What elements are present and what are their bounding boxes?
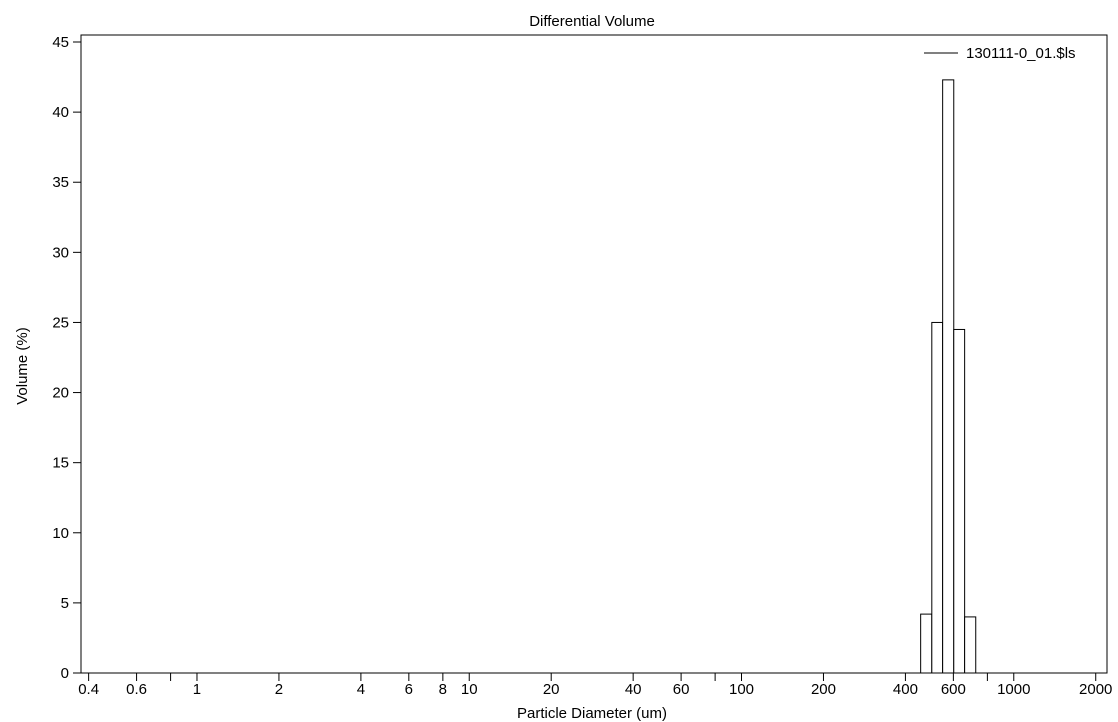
histogram-bar [920,613,933,674]
x-tick-label: 2 [275,681,283,698]
plot-area: 0 5 10 15 20 25 30 35 40 45 0.4 0.6 1 2 4 6 8 10 20 40 60 10… [52,34,1112,698]
legend: 130111-0_01.$ls [924,45,1076,62]
x-tick-label: 40 [625,681,642,698]
chart-title: Differential Volume [529,13,655,30]
histogram-bar [964,616,977,674]
x-tick-label: 1 [193,681,201,698]
y-tick-label: 20 [52,385,69,402]
y-tick-label: 10 [52,525,69,542]
y-tick-label: 35 [52,174,69,191]
x-tick-label: 4 [357,681,365,698]
histogram-bar [942,79,955,674]
x-axis: 0.4 0.6 1 2 4 6 8 10 20 40 60 100 200 400 600 1000 2000 [78,673,1112,698]
x-tick-label: 8 [439,681,447,698]
x-tick-label: 600 [941,681,966,698]
x-tick-label: 0.4 [78,681,99,698]
x-axis-label: Particle Diameter (um) [517,705,667,722]
x-tick-label: 400 [893,681,918,698]
y-tick-label: 0 [61,665,69,682]
histogram-bar [953,328,966,674]
x-tick-label: 200 [811,681,836,698]
bars [920,79,977,674]
legend-label: 130111-0_01.$ls [966,45,1076,62]
y-tick-label: 15 [52,455,69,472]
y-tick-label: 30 [52,244,69,261]
x-tick-label: 0.6 [126,681,147,698]
x-tick-label: 2000 [1079,681,1112,698]
y-tick-label: 45 [52,34,69,51]
y-tick-label: 5 [61,595,69,612]
y-tick-label: 40 [52,104,69,121]
plot-frame [80,34,1108,674]
x-tick-label: 20 [543,681,560,698]
x-tick-label: 60 [673,681,690,698]
x-tick-label: 1000 [997,681,1030,698]
x-tick-label: 100 [729,681,754,698]
x-tick-label: 10 [461,681,478,698]
x-tick-label: 6 [405,681,413,698]
histogram-bar [931,321,944,674]
y-axis: 0 5 10 15 20 25 30 35 40 45 [52,34,81,682]
y-axis-label: Volume (%) [14,327,31,405]
y-tick-label: 25 [52,314,69,331]
